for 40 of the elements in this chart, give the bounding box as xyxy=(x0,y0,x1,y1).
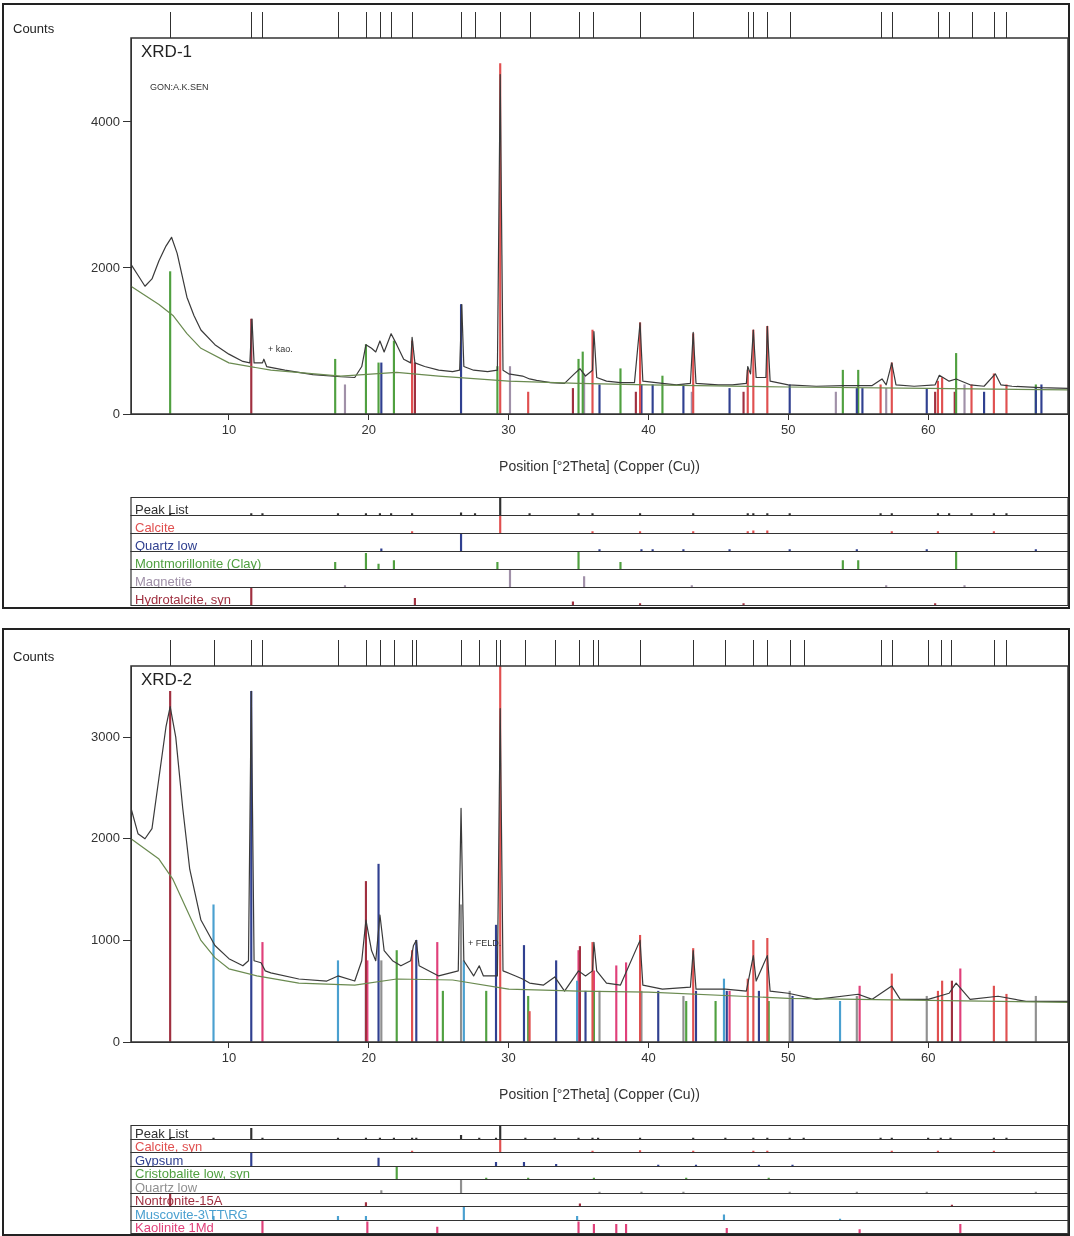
y-tick-label: 0 xyxy=(112,1033,120,1049)
series-label: Peak List xyxy=(135,1125,189,1141)
x-axis-title: Position [°2Theta] (Copper (Cu)) xyxy=(499,1086,700,1103)
x-tick-label: 10 xyxy=(221,1050,237,1066)
x-tick-label: 20 xyxy=(361,422,376,438)
y-axis-title: Counts xyxy=(13,649,55,664)
x-tick-label: 60 xyxy=(920,1050,936,1066)
x-tick-label: 10 xyxy=(221,422,237,438)
text: Kaolinite 1Md xyxy=(135,1219,214,1235)
text: Calcite xyxy=(135,519,175,535)
y-tick-label: 4000 xyxy=(91,113,120,129)
text: Montmorillonite (Clay) xyxy=(135,555,262,571)
x-tick-label: 40 xyxy=(641,1050,656,1066)
text: Gypsum xyxy=(135,1152,184,1168)
y-tick-label: 3000 xyxy=(91,728,120,744)
text: Cristobalite low, syn xyxy=(135,1165,250,1181)
text: Quartz low xyxy=(135,1179,198,1195)
y-tick-label: 1000 xyxy=(91,931,120,947)
y-tick-label: 2000 xyxy=(91,259,120,275)
annotation: GON:A.K.SEN xyxy=(150,82,209,92)
text: Magnetite xyxy=(135,573,193,589)
x-tick-label: 30 xyxy=(501,422,516,438)
x-tick-label: 40 xyxy=(641,422,656,438)
y-tick-label: 0 xyxy=(112,405,120,421)
text: Quartz low xyxy=(135,537,198,553)
series-label: Hydrotalcite, syn xyxy=(135,591,232,607)
annotation: + kao. xyxy=(268,344,293,354)
x-axis-title: Position [°2Theta] (Copper (Cu)) xyxy=(499,458,700,475)
y-tick-label: 2000 xyxy=(91,830,120,846)
series-label: Muscovite-3\TT\RG xyxy=(135,1206,248,1222)
x-tick-label: 60 xyxy=(920,422,936,438)
x-tick-label: 50 xyxy=(781,1050,796,1066)
y-axis-title: Counts xyxy=(13,21,55,36)
x-tick-label: 30 xyxy=(501,1050,516,1066)
x-tick-label: 20 xyxy=(361,1050,376,1066)
chart-title: XRD-2 xyxy=(141,670,193,689)
x-tick-label: 50 xyxy=(781,422,796,438)
text: Calcite, syn xyxy=(135,1138,203,1154)
series-label: Peak List xyxy=(135,501,189,517)
chart-title: XRD-1 xyxy=(141,42,193,61)
